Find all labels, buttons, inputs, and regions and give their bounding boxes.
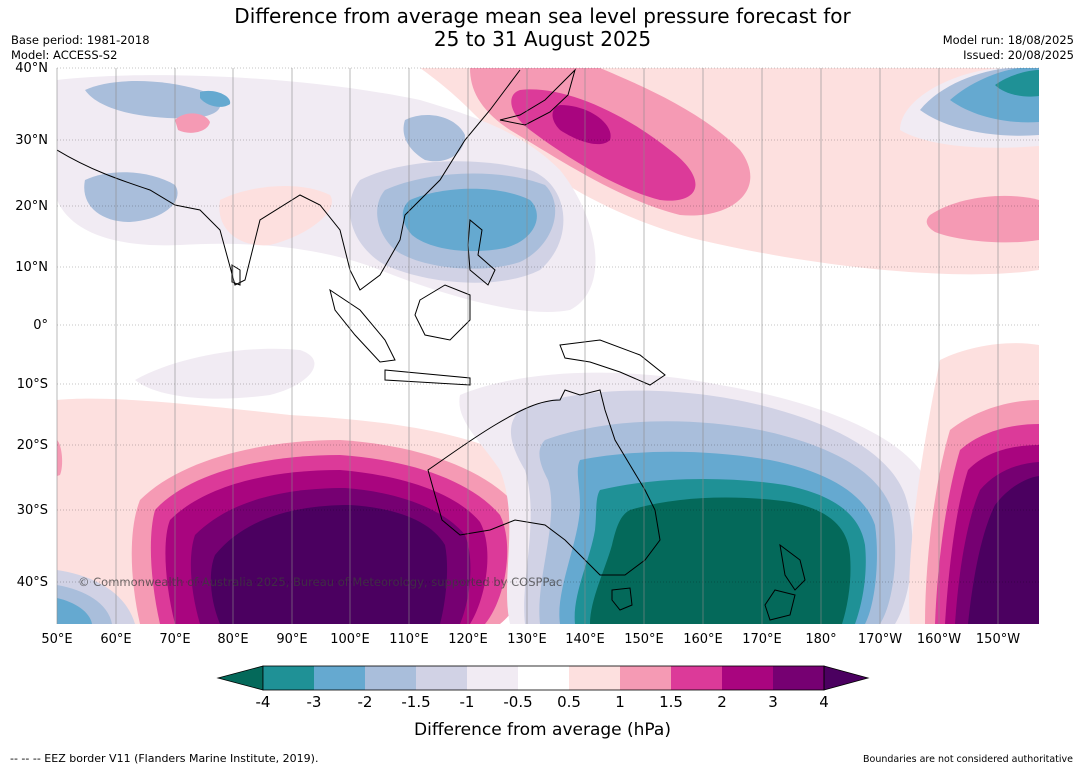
lon-tick: 110°E	[389, 632, 429, 647]
run-info: Model run: 18/08/2025 Issued: 20/08/2025	[943, 33, 1074, 63]
lat-tick: 40°N	[15, 61, 48, 76]
japan-coastline	[499, 68, 576, 126]
colorbar-swatch	[263, 666, 314, 690]
lat-tick: 40°S	[16, 575, 48, 590]
colorbar-tick: 4	[819, 693, 829, 711]
colorbar-label: Difference from average (hPa)	[414, 720, 671, 740]
lat-tick: 20°S	[16, 438, 48, 453]
lat-tick: 10°S	[16, 377, 48, 392]
borneo-coastline	[414, 284, 471, 341]
contour-tibet-neg-2	[200, 90, 231, 107]
asia-coastline	[57, 69, 521, 291]
contour-west-edge-pos	[57, 440, 63, 476]
colorbar-swatch	[773, 666, 824, 690]
title-line-1: Difference from average mean sea level p…	[234, 4, 851, 28]
colorbar-swatch	[518, 666, 569, 690]
base-period: Base period: 1981-2018	[11, 33, 150, 47]
lon-tick: 130°E	[507, 632, 547, 647]
base-info: Base period: 1981-2018 Model: ACCESS-S2	[11, 33, 150, 63]
lon-tick: 150°W	[975, 632, 1021, 647]
lat-tick: 30°S	[16, 503, 48, 518]
lon-tick: 60°E	[100, 632, 132, 647]
colorbar-tick: 1	[615, 693, 625, 711]
new-guinea-coastline	[559, 339, 666, 386]
sri-lanka-coastline	[231, 264, 241, 286]
lon-tick: 170°W	[857, 632, 903, 647]
colorbar	[216, 665, 870, 691]
colorbar-tick: -2	[357, 693, 373, 711]
lon-tick: 180°	[805, 632, 837, 647]
lon-tick: 140°E	[565, 632, 605, 647]
colorbar-max-arrow	[823, 665, 870, 691]
contour-sea-neg	[403, 115, 465, 162]
contour-sw-neg-2	[57, 598, 92, 624]
colorbar-tick: 0.5	[557, 693, 581, 711]
lon-tick: 150°E	[624, 632, 664, 647]
boundaries-disclaimer: Boundaries are not considered authoritat…	[863, 754, 1073, 765]
lon-tick: 80°E	[217, 632, 249, 647]
lat-tick: 0°	[33, 318, 48, 333]
eez-legend: -- -- -- EEZ border V11 (Flanders Marine…	[10, 752, 319, 765]
lat-tick: 30°N	[15, 133, 48, 148]
contour-ne-neg-3	[995, 70, 1039, 97]
colorbar-swatch	[365, 666, 416, 690]
contour-tibet-neg	[85, 81, 221, 119]
model-name: Model: ACCESS-S2	[11, 48, 118, 62]
colorbar-swatch	[416, 666, 467, 690]
contour-pakistan-pos	[175, 113, 210, 133]
colorbar-tick: -3	[306, 693, 322, 711]
lon-tick: 120°E	[448, 632, 488, 647]
issued-date: Issued: 20/08/2025	[963, 48, 1074, 62]
model-run: Model run: 18/08/2025	[942, 33, 1074, 47]
contour-nw-pacific-pos-2	[552, 105, 611, 145]
colorbar-tick: -4	[255, 693, 271, 711]
colorbar-swatch	[314, 666, 365, 690]
sumatra-java-coastline	[329, 288, 471, 386]
lon-tick: 70°E	[159, 632, 191, 647]
colorbar-tick: -1.5	[401, 693, 431, 711]
colorbar-swatch	[620, 666, 671, 690]
anomaly-field	[57, 68, 1039, 624]
copyright-notice: © Commonwealth of Australia 2025, Bureau…	[78, 575, 563, 589]
lon-tick: 100°E	[330, 632, 370, 647]
chart-title: Difference from average mean sea level p…	[0, 5, 1085, 51]
australia-coastline	[427, 389, 661, 576]
colorbar-tick: -0.5	[503, 693, 533, 711]
lat-tick: 10°N	[15, 260, 48, 275]
lon-tick: 160°W	[916, 632, 962, 647]
colorbar-tick: 2	[717, 693, 727, 711]
lon-tick: 90°E	[276, 632, 308, 647]
colorbar-tick: 1.5	[659, 693, 683, 711]
contour-bay-pos	[219, 185, 332, 246]
lon-tick: 50°E	[41, 632, 73, 647]
colorbar-min-arrow	[216, 665, 264, 691]
new-zealand-coastline	[764, 543, 806, 621]
colorbar-swatch	[569, 666, 620, 690]
colorbar-frame	[262, 665, 825, 691]
contour-ep-pos-4	[968, 476, 1039, 624]
colorbar-swatch	[722, 666, 773, 690]
title-line-2: 25 to 31 August 2025	[433, 27, 652, 51]
colorbar-swatch	[671, 666, 722, 690]
colorbar-tick: -1	[459, 693, 475, 711]
colorbar-tick: 3	[768, 693, 778, 711]
contour-hawaii-pos	[926, 195, 1039, 243]
contour-india-neg	[84, 172, 178, 222]
tasmania-coastline	[611, 587, 633, 611]
colorbar-swatch	[467, 666, 518, 690]
lat-tick: 20°N	[15, 199, 48, 214]
contour-indian-eq-neg	[135, 348, 315, 399]
lon-tick: 170°E	[742, 632, 782, 647]
philippines-coastline	[467, 218, 496, 286]
lon-tick: 160°E	[683, 632, 723, 647]
meridians	[56, 68, 999, 624]
contour-aus-neg-4	[590, 497, 851, 624]
contour-sio-pos-4	[210, 505, 448, 624]
